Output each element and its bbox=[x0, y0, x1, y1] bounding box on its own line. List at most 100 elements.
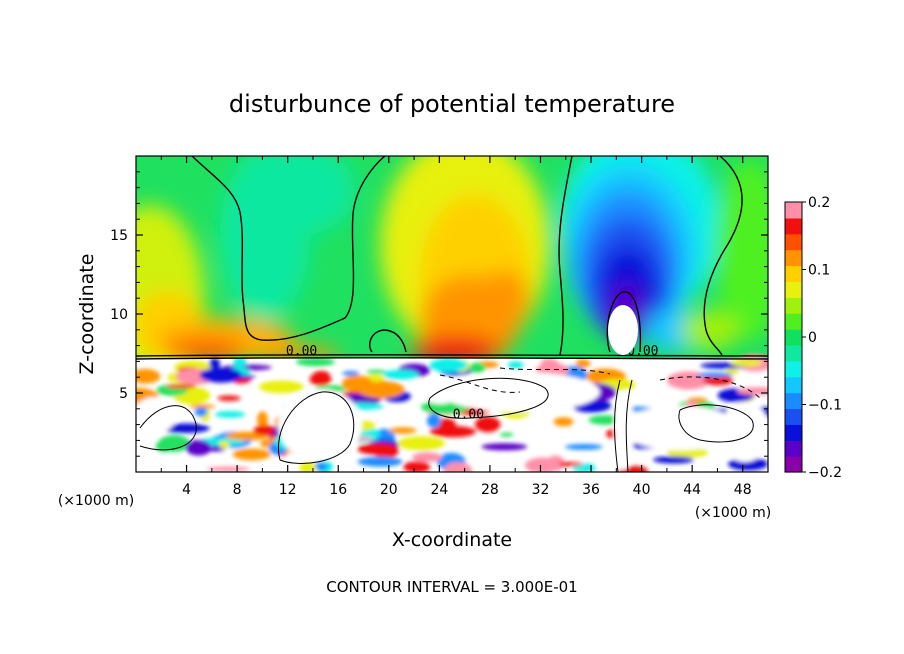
y-axis-label: Z-coordinate bbox=[76, 254, 98, 375]
lower-field-patch bbox=[383, 369, 419, 380]
x-tick-label: 40 bbox=[633, 482, 651, 498]
colorbar-tick-label: −0.1 bbox=[808, 398, 842, 414]
lower-contour bbox=[499, 367, 611, 375]
colorbar-tick-label: 0 bbox=[808, 330, 817, 346]
lower-field-patch bbox=[429, 425, 476, 438]
colorbar-swatch bbox=[785, 329, 802, 346]
boundary-contour bbox=[136, 354, 768, 357]
contour-interval-note: CONTOUR INTERVAL = 3.000E-01 bbox=[326, 578, 577, 596]
lower-field-patch bbox=[469, 362, 486, 374]
colorbar-swatch bbox=[785, 297, 802, 314]
x-tick-label: 44 bbox=[683, 482, 701, 498]
upper-field-patch bbox=[245, 156, 355, 235]
lower-field-patch bbox=[481, 443, 528, 451]
x-tick-label: 20 bbox=[380, 482, 398, 498]
x-unit-left: (×1000 m) bbox=[58, 493, 134, 509]
white-region-contour bbox=[606, 291, 642, 353]
lower-field-patch bbox=[313, 462, 328, 471]
lower-field-patch bbox=[136, 369, 161, 384]
upper-field-patch bbox=[680, 310, 740, 350]
lower-field-patch bbox=[412, 452, 442, 463]
x-unit-right: (×1000 m) bbox=[695, 505, 771, 521]
x-tick-label: 24 bbox=[430, 482, 448, 498]
lower-field-patch bbox=[357, 456, 403, 467]
lower-field-patch bbox=[299, 462, 317, 472]
lower-contour bbox=[614, 379, 621, 472]
lower-field-patch bbox=[565, 444, 603, 450]
lower-field-patch bbox=[194, 407, 208, 417]
lower-field-patch bbox=[429, 358, 468, 373]
lower-field-patch bbox=[702, 375, 734, 386]
colorbar-swatch bbox=[785, 344, 802, 362]
boundary-contour bbox=[136, 357, 768, 360]
lower-contour bbox=[625, 379, 633, 472]
colorbar-tick-label: 0.1 bbox=[808, 263, 830, 279]
lower-field-patch bbox=[309, 372, 332, 386]
x-tick-label: 8 bbox=[233, 482, 242, 498]
colorbar-swatch bbox=[785, 360, 802, 378]
lower-field-patch bbox=[388, 427, 417, 434]
lower-contour bbox=[278, 391, 355, 464]
lower-field-patch bbox=[214, 411, 246, 418]
lower-field-patch bbox=[737, 387, 768, 396]
lower-field-patch bbox=[553, 417, 574, 427]
x-tick-label: 12 bbox=[279, 482, 297, 498]
lower-contour bbox=[428, 377, 549, 419]
contour-label: 0.00 bbox=[627, 344, 658, 359]
zero-contour-line bbox=[558, 156, 573, 356]
lower-field-patch bbox=[474, 416, 501, 433]
lower-contour bbox=[139, 405, 197, 451]
saturated-white-patch bbox=[620, 406, 740, 450]
lower-field-patch bbox=[443, 462, 473, 472]
colorbar-tick-label: 0.2 bbox=[808, 195, 830, 211]
lower-field-patch bbox=[725, 368, 739, 375]
colorbar-tick-label: −0.2 bbox=[808, 465, 842, 481]
y-tick-label: 5 bbox=[119, 386, 128, 402]
upper-field-patch bbox=[410, 336, 500, 364]
lower-field-patch bbox=[357, 443, 400, 455]
lower-field-patch bbox=[427, 413, 441, 428]
lower-field-patch bbox=[232, 448, 271, 461]
colorbar-swatch bbox=[785, 456, 802, 473]
lower-field-patch bbox=[258, 380, 304, 394]
y-tick-label: 15 bbox=[110, 228, 128, 244]
lower-field-patch bbox=[397, 436, 445, 451]
colorbar-swatch bbox=[785, 392, 802, 410]
saturated-white-patch bbox=[614, 390, 634, 470]
lower-field-patch bbox=[217, 395, 241, 401]
lower-field-patch bbox=[185, 439, 212, 456]
colorbar-swatch bbox=[785, 233, 802, 251]
lower-field-patch bbox=[253, 425, 276, 436]
lower-field-patch bbox=[696, 372, 734, 378]
colorbar-swatch bbox=[785, 281, 802, 298]
zero-contour-line bbox=[191, 156, 386, 341]
x-tick-label: 28 bbox=[481, 482, 499, 498]
lower-field-patch bbox=[218, 440, 230, 449]
lower-field-patch bbox=[189, 404, 216, 409]
x-axis-label: X-coordinate bbox=[392, 529, 512, 551]
zero-contour-line bbox=[703, 156, 743, 356]
contour-label: 0.00 bbox=[286, 344, 317, 359]
lower-field-patch bbox=[366, 369, 387, 374]
lower-field-patch bbox=[233, 357, 247, 367]
chart-title: disturbunce of potential temperature bbox=[229, 90, 675, 118]
colorbar-swatch bbox=[785, 440, 802, 457]
lower-field-patch bbox=[161, 423, 210, 434]
lower-field-patch bbox=[209, 358, 221, 370]
lower-field-patch bbox=[342, 375, 373, 392]
lower-field-patch bbox=[666, 447, 709, 458]
contour-label: 0.00 bbox=[453, 407, 484, 422]
lower-field-patch bbox=[499, 432, 514, 437]
lower-field-patch bbox=[653, 456, 694, 464]
lower-field-patch bbox=[507, 361, 524, 369]
x-tick-label: 48 bbox=[734, 482, 752, 498]
saturated-white-patch bbox=[422, 380, 458, 404]
lower-field-patch bbox=[403, 461, 431, 472]
lower-field-patch bbox=[199, 367, 242, 383]
lower-field-patch bbox=[257, 411, 268, 429]
saturated-white-patch bbox=[278, 389, 362, 461]
lower-field-patch bbox=[165, 384, 197, 389]
colorbar-swatch bbox=[785, 265, 802, 283]
colorbar: 0.2 0.1 0 −0.1 −0.2 bbox=[784, 195, 842, 481]
